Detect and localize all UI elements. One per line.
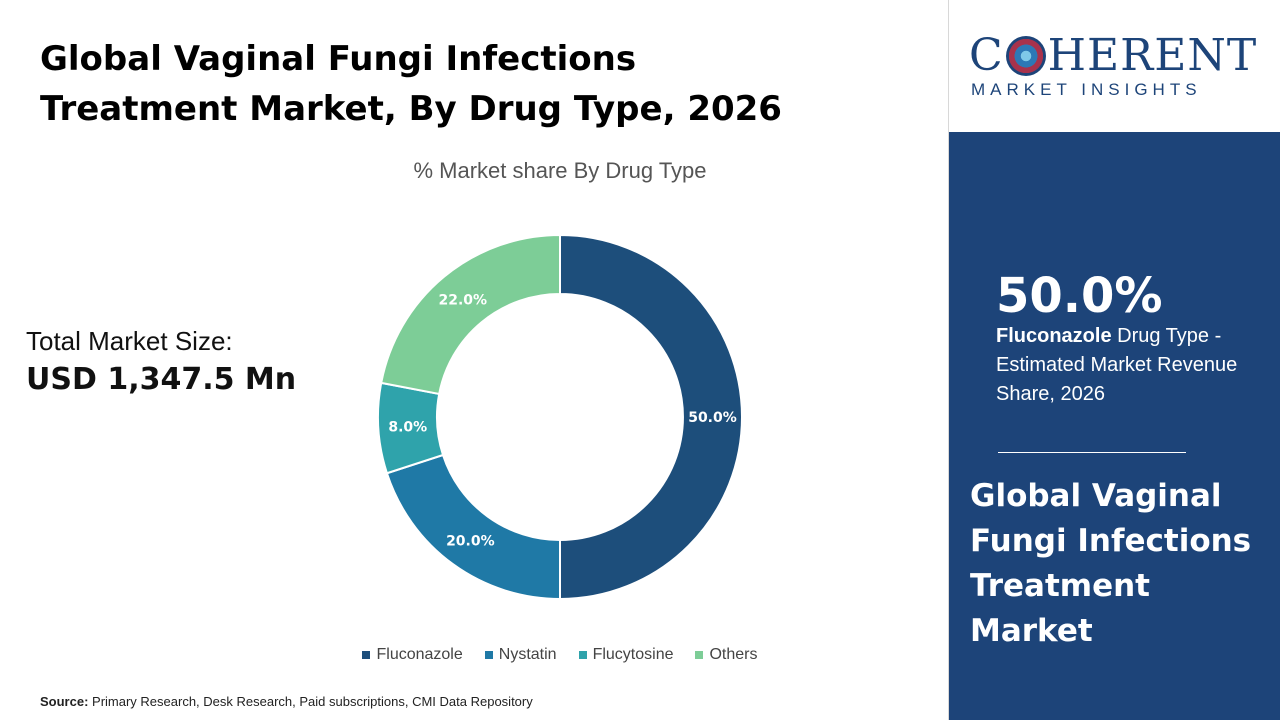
divider bbox=[998, 452, 1186, 453]
chart-panel: Global Vaginal Fungi Infections Treatmen… bbox=[26, 0, 949, 720]
logo-wordmark: C HERENT bbox=[969, 30, 1257, 81]
data-label-nystatin: 20.0% bbox=[446, 533, 495, 549]
highlight-text: Drug Type - Estimated Market Revenue Sha… bbox=[996, 325, 1238, 405]
donut-slice-fluconazole bbox=[559, 233, 743, 601]
chart-subtitle: % Market share By Drug Type bbox=[413, 158, 707, 183]
total-market-value: USD 1,347.5 Mn bbox=[26, 362, 297, 397]
donut-chart: 50.0% 20.0% 8.0% 22.0% bbox=[377, 233, 743, 601]
donut-slice-others bbox=[380, 233, 561, 396]
logo-globe-icon bbox=[1005, 35, 1046, 76]
legend-item-flucytosine: Flucytosine bbox=[578, 646, 674, 664]
summary-panel: C HERENT MARKET INSIGHTS bbox=[949, 0, 1280, 720]
logo: C HERENT MARKET INSIGHTS bbox=[949, 0, 1280, 132]
data-label-others: 22.0% bbox=[439, 292, 488, 308]
page-title: Global Vaginal Fungi Infections Treatmen… bbox=[40, 39, 782, 129]
logo-letters: HERENT bbox=[1047, 30, 1258, 81]
legend-label: Fluconazole bbox=[376, 646, 463, 663]
source-label: Source: bbox=[40, 694, 89, 709]
legend-swatch bbox=[362, 651, 371, 659]
legend-swatch bbox=[695, 651, 704, 659]
legend-label: Flucytosine bbox=[592, 646, 674, 663]
total-market-label: Total Market Size: bbox=[26, 326, 233, 356]
source-note: Source: Primary Research, Desk Research,… bbox=[40, 694, 533, 709]
data-label-fluconazole: 50.0% bbox=[688, 410, 737, 426]
legend-label: Others bbox=[709, 646, 758, 663]
logo-letter-c: C bbox=[969, 30, 1004, 81]
highlight-description: Fluconazole Drug Type - Estimated Market… bbox=[996, 322, 1256, 409]
highlight-segment: Fluconazole bbox=[996, 325, 1112, 347]
highlight-value: 50.0% bbox=[996, 268, 1163, 324]
chart-legend: Fluconazole Nystatin Flucytosine Others bbox=[300, 646, 820, 664]
legend-item-others: Others bbox=[695, 646, 758, 664]
data-label-flucytosine: 8.0% bbox=[388, 420, 427, 436]
legend-item-fluconazole: Fluconazole bbox=[362, 646, 463, 664]
side-title: Global Vaginal Fungi Infections Treatmen… bbox=[970, 478, 1252, 649]
legend-swatch bbox=[578, 651, 587, 659]
legend-item-nystatin: Nystatin bbox=[484, 646, 557, 664]
legend-label: Nystatin bbox=[498, 646, 557, 663]
donut-slice-nystatin bbox=[385, 453, 561, 601]
logo-subtitle: MARKET INSIGHTS bbox=[971, 80, 1202, 99]
legend-swatch bbox=[484, 651, 493, 659]
source-text: Primary Research, Desk Research, Paid su… bbox=[92, 694, 533, 709]
